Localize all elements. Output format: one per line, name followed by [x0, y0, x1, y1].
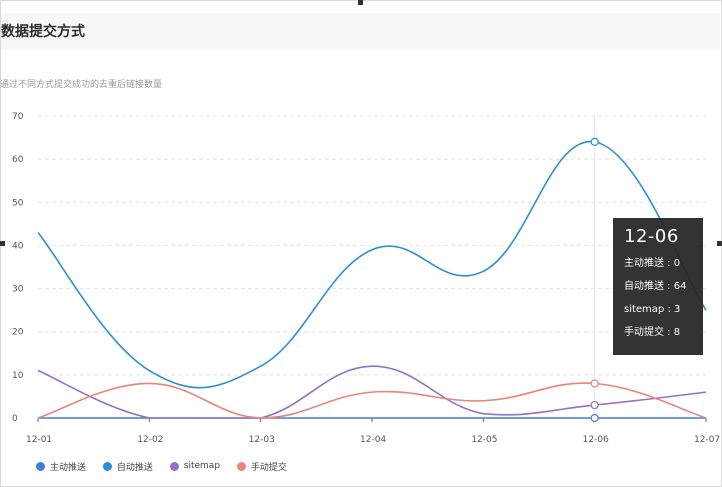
legend-dot-icon: [236, 462, 246, 471]
legend-label: 自动推送: [116, 463, 153, 473]
x-tick-label: 12-02: [137, 435, 163, 445]
legend-item-manual[interactable]: 手动提交: [236, 460, 287, 473]
x-tick-label: 12-01: [26, 435, 52, 445]
legend-dot-icon: [102, 462, 112, 471]
resize-handle[interactable]: [0, 241, 5, 246]
x-tick-label: 12-05: [471, 435, 497, 445]
series-line: [37, 382, 707, 419]
y-tick-label: 70: [12, 112, 24, 122]
y-tick-label: 40: [12, 241, 24, 251]
y-tick-label: 20: [12, 328, 24, 338]
legend-label: 主动推送: [50, 463, 87, 473]
data-point: [590, 400, 599, 410]
y-tick-label: 60: [12, 155, 24, 165]
y-tick-label: 0: [12, 414, 18, 424]
data-point: [590, 379, 599, 388]
y-tick-label: 50: [12, 198, 24, 208]
y-tick-label: 30: [12, 285, 24, 295]
y-tick-label: 10: [12, 371, 24, 381]
legend-item-sitemap[interactable]: sitemap: [169, 461, 221, 472]
chart-legend: 主动推送 自动推送 sitemap 手动提交: [36, 460, 301, 474]
tooltip-row: 手动提交 : 8: [624, 327, 681, 338]
x-tick-label: 12-07: [694, 435, 720, 445]
x-tick-label: 12-03: [249, 435, 275, 445]
tooltip-title: 12-06: [624, 226, 679, 247]
series-line: [37, 141, 707, 389]
data-point: [590, 413, 599, 423]
panel-header: 数据提交方式: [1, 13, 720, 50]
tooltip-row: sitemap : 3: [624, 304, 681, 315]
tooltip-row: 自动推送 : 64: [624, 281, 687, 292]
tooltip-row: 主动推送 : 0: [624, 258, 681, 269]
page-title: 数据提交方式: [1, 24, 85, 40]
x-tick-label: 12-04: [360, 435, 386, 445]
chart-subtitle: 通过不同方式提交成功的去重后链接数量: [0, 80, 163, 90]
legend-item-push[interactable]: 主动推送: [36, 460, 86, 473]
resize-handle[interactable]: [358, 0, 363, 5]
chart-tooltip: 12-06 主动推送 : 0 自动推送 : 64 sitemap : 3 手动提…: [613, 218, 703, 355]
legend-dot-icon: [36, 462, 45, 471]
legend-item-auto-push[interactable]: 自动推送: [102, 460, 153, 473]
x-tick-label: 12-06: [583, 435, 609, 445]
legend-label: sitemap: [183, 461, 221, 472]
legend-label: 手动提交: [250, 463, 287, 473]
legend-dot-icon: [169, 461, 179, 471]
data-point: [590, 137, 599, 146]
resize-handle[interactable]: [717, 241, 722, 246]
